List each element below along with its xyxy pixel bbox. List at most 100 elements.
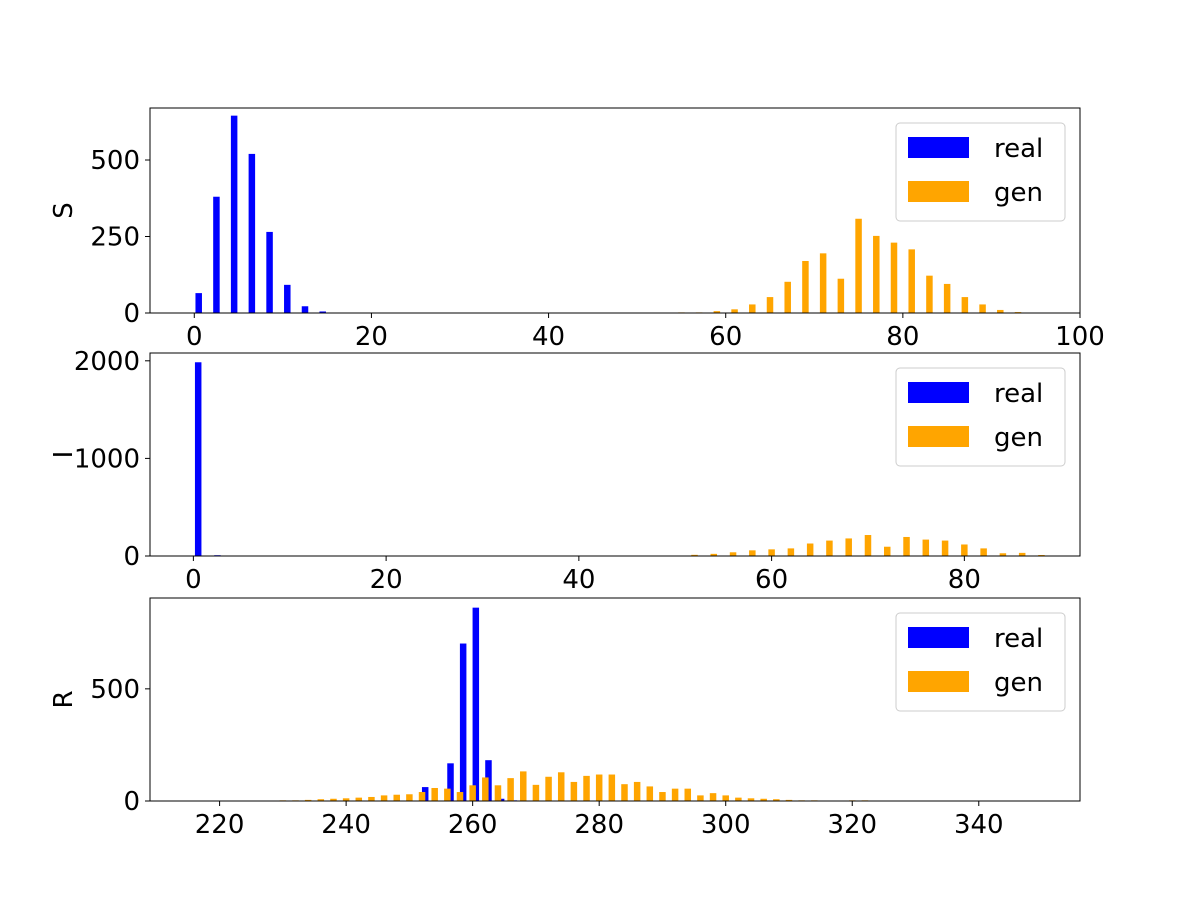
- bar: [826, 540, 833, 556]
- bar: [999, 553, 1007, 556]
- y-tick-label: 500: [90, 146, 140, 176]
- bar: [943, 283, 951, 313]
- x-tick-label: 0: [185, 565, 202, 595]
- y-axis-label: R: [49, 690, 79, 708]
- bar: [557, 772, 565, 801]
- legend: real gen: [895, 122, 1066, 222]
- x-tick-label: 80: [948, 565, 981, 595]
- x-tick-label: 40: [532, 322, 565, 352]
- bar: [1018, 552, 1026, 556]
- bar: [980, 548, 987, 556]
- bar: [773, 799, 780, 801]
- series-real: [195, 115, 326, 314]
- x-tick-label: 60: [755, 565, 788, 595]
- x-tick-label: 80: [886, 322, 919, 352]
- bar: [806, 543, 814, 556]
- legend-label-real: real: [994, 624, 1043, 654]
- bar: [406, 794, 413, 801]
- legend-label-real: real: [994, 379, 1043, 409]
- bar: [760, 798, 767, 801]
- bar: [922, 539, 930, 556]
- legend: real gen: [895, 367, 1066, 467]
- bar: [532, 784, 540, 801]
- bar: [722, 795, 729, 801]
- bar: [961, 297, 969, 313]
- bar: [890, 242, 898, 313]
- y-tick-label: 2000: [74, 347, 140, 377]
- x-tick-label: 280: [574, 810, 624, 840]
- bar: [784, 281, 791, 313]
- bar: [266, 231, 273, 313]
- bar: [785, 799, 793, 801]
- bar: [855, 218, 862, 313]
- x-tick-label: 300: [701, 810, 751, 840]
- x-tick-label: 20: [370, 565, 403, 595]
- series-real: [194, 362, 221, 556]
- bar: [735, 797, 742, 801]
- bar: [570, 781, 578, 801]
- bar: [908, 249, 915, 313]
- bar: [941, 540, 949, 556]
- bar: [301, 306, 309, 313]
- bar: [608, 774, 616, 801]
- axes-frame: [149, 107, 1081, 314]
- bar: [330, 798, 337, 801]
- bar: [997, 309, 1004, 313]
- bar: [768, 549, 775, 556]
- series-gen: [678, 218, 1022, 313]
- bar: [903, 536, 910, 556]
- bar: [213, 196, 220, 313]
- bar: [802, 260, 809, 313]
- bar: [659, 792, 666, 801]
- bar: [317, 799, 325, 801]
- bar: [342, 798, 350, 801]
- bar: [884, 546, 891, 556]
- bar: [194, 362, 202, 556]
- bar: [444, 788, 451, 801]
- bar: [697, 795, 704, 801]
- bar: [469, 785, 476, 801]
- legend-swatch-gen: [908, 426, 969, 447]
- bar: [459, 643, 467, 801]
- legend-swatch-real: [908, 137, 969, 158]
- bar: [837, 278, 845, 313]
- series-gen: [279, 771, 919, 801]
- bar: [456, 792, 464, 801]
- bar: [646, 786, 654, 801]
- bar: [482, 777, 489, 801]
- bar: [926, 275, 933, 313]
- y-tick-label: 1000: [74, 444, 140, 474]
- bar: [819, 253, 827, 313]
- bar: [284, 284, 291, 313]
- x-tick-label: 340: [954, 810, 1004, 840]
- bar: [431, 787, 438, 801]
- bar: [873, 235, 880, 313]
- bar: [230, 115, 238, 314]
- y-tick-label: 0: [123, 299, 140, 329]
- legend-swatch-real: [908, 382, 969, 403]
- x-tick-label: 240: [321, 810, 371, 840]
- y-tick-label: 0: [123, 787, 140, 817]
- legend-label-gen: gen: [994, 423, 1043, 453]
- legend: real gen: [895, 612, 1066, 712]
- bar: [684, 788, 692, 801]
- bar: [864, 535, 872, 556]
- bar: [766, 297, 774, 313]
- bar: [671, 788, 679, 801]
- bar: [633, 781, 641, 801]
- bar: [418, 792, 426, 801]
- legend-swatch-real: [908, 627, 969, 648]
- x-tick-label: 60: [709, 322, 742, 352]
- bar: [979, 304, 986, 313]
- bar: [747, 798, 755, 801]
- bar: [520, 771, 527, 801]
- bar: [709, 793, 717, 801]
- bar: [380, 795, 388, 801]
- axes-frame: [149, 597, 1081, 802]
- bar: [368, 796, 375, 801]
- bar: [961, 544, 968, 556]
- x-tick-label: 320: [827, 810, 877, 840]
